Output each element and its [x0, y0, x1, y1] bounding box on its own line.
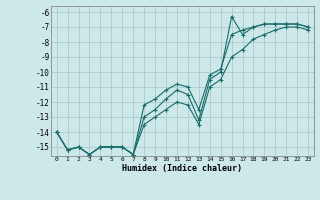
X-axis label: Humidex (Indice chaleur): Humidex (Indice chaleur): [123, 164, 243, 173]
